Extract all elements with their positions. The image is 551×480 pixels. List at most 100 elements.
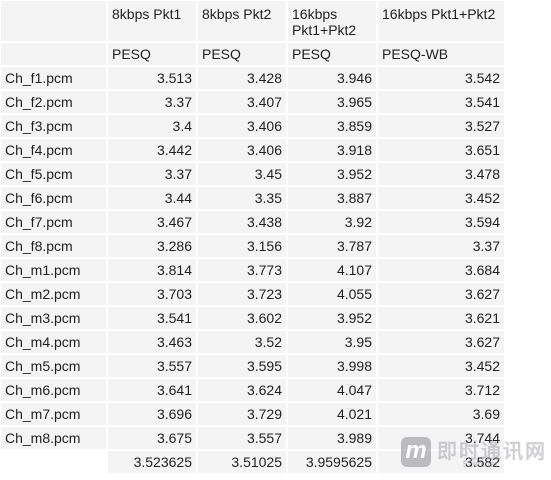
average-cell[interactable]: 3.523625 — [108, 451, 196, 473]
value-cell[interactable]: 3.428 — [198, 67, 286, 89]
row-label-cell[interactable]: Ch_m1.pcm — [1, 259, 106, 281]
value-cell[interactable]: 3.712 — [378, 379, 504, 401]
value-cell[interactable]: 3.541 — [108, 307, 196, 329]
value-cell[interactable]: 3.467 — [108, 211, 196, 233]
value-cell[interactable]: 3.442 — [108, 139, 196, 161]
value-cell[interactable]: 3.952 — [288, 163, 376, 185]
value-cell[interactable]: 3.998 — [288, 355, 376, 377]
value-cell[interactable]: 3.627 — [378, 283, 504, 305]
header-cell-corner[interactable] — [1, 1, 106, 41]
row-label-cell[interactable]: Ch_f5.pcm — [1, 163, 106, 185]
value-cell[interactable]: 3.859 — [288, 115, 376, 137]
value-cell[interactable]: 3.989 — [288, 427, 376, 449]
header-cell-8kbps-pkt2[interactable]: 8kbps Pkt2 — [198, 1, 286, 41]
row-label-cell[interactable]: Ch_f8.pcm — [1, 235, 106, 257]
value-cell[interactable]: 3.594 — [378, 211, 504, 233]
value-cell[interactable]: 3.595 — [198, 355, 286, 377]
row-label-cell[interactable]: Ch_f7.pcm — [1, 211, 106, 233]
value-cell[interactable]: 3.624 — [198, 379, 286, 401]
row-label-cell[interactable]: Ch_m5.pcm — [1, 355, 106, 377]
value-cell[interactable]: 3.52 — [198, 331, 286, 353]
row-label-cell[interactable]: Ch_m7.pcm — [1, 403, 106, 425]
table-row: Ch_f6.pcm 3.44 3.35 3.887 3.452 — [1, 187, 504, 209]
value-cell[interactable]: 3.37 — [108, 91, 196, 113]
value-cell[interactable]: 3.513 — [108, 67, 196, 89]
value-cell[interactable]: 3.92 — [288, 211, 376, 233]
value-cell[interactable]: 3.557 — [198, 427, 286, 449]
value-cell[interactable]: 3.4 — [108, 115, 196, 137]
value-cell[interactable]: 3.651 — [378, 139, 504, 161]
value-cell[interactable]: 3.69 — [378, 403, 504, 425]
row-label-cell[interactable]: Ch_f3.pcm — [1, 115, 106, 137]
value-cell[interactable]: 3.621 — [378, 307, 504, 329]
row-label-cell[interactable]: Ch_f2.pcm — [1, 91, 106, 113]
value-cell[interactable]: 3.744 — [378, 427, 504, 449]
value-cell[interactable]: 4.107 — [288, 259, 376, 281]
value-cell[interactable]: 3.541 — [378, 91, 504, 113]
value-cell[interactable]: 3.703 — [108, 283, 196, 305]
value-cell[interactable]: 3.452 — [378, 187, 504, 209]
average-cell[interactable]: 3.9595625 — [288, 451, 376, 473]
value-cell[interactable]: 3.37 — [378, 235, 504, 257]
row-label-cell[interactable]: Ch_m2.pcm — [1, 283, 106, 305]
header-row: 8kbps Pkt1 8kbps Pkt2 16kbps Pkt1+Pkt2 1… — [1, 1, 504, 41]
value-cell[interactable]: 3.406 — [198, 139, 286, 161]
value-cell[interactable]: 3.887 — [288, 187, 376, 209]
row-label-cell[interactable]: Ch_f6.pcm — [1, 187, 106, 209]
value-cell[interactable]: 3.156 — [198, 235, 286, 257]
totals-row: 3.523625 3.51025 3.9595625 3.582 — [1, 451, 504, 473]
header-cell-8kbps-pkt1[interactable]: 8kbps Pkt1 — [108, 1, 196, 41]
value-cell[interactable]: 3.918 — [288, 139, 376, 161]
value-cell[interactable]: 3.952 — [288, 307, 376, 329]
table-row: Ch_f8.pcm 3.286 3.156 3.787 3.37 — [1, 235, 504, 257]
value-cell[interactable]: 3.286 — [108, 235, 196, 257]
value-cell[interactable]: 3.407 — [198, 91, 286, 113]
value-cell[interactable]: 3.627 — [378, 331, 504, 353]
row-label-cell[interactable]: Ch_m8.pcm — [1, 427, 106, 449]
value-cell[interactable]: 4.055 — [288, 283, 376, 305]
value-cell[interactable]: 3.478 — [378, 163, 504, 185]
value-cell[interactable]: 3.814 — [108, 259, 196, 281]
value-cell[interactable]: 3.641 — [108, 379, 196, 401]
value-cell[interactable]: 3.438 — [198, 211, 286, 233]
value-cell[interactable]: 3.44 — [108, 187, 196, 209]
average-cell[interactable]: 3.51025 — [198, 451, 286, 473]
metric-cell[interactable]: PESQ — [108, 43, 196, 65]
row-label-cell[interactable]: Ch_m6.pcm — [1, 379, 106, 401]
row-label-cell[interactable]: Ch_m3.pcm — [1, 307, 106, 329]
value-cell[interactable]: 3.557 — [108, 355, 196, 377]
totals-label-cell[interactable] — [1, 451, 106, 473]
value-cell[interactable]: 3.946 — [288, 67, 376, 89]
row-label-cell[interactable]: Ch_m4.pcm — [1, 331, 106, 353]
value-cell[interactable]: 3.37 — [108, 163, 196, 185]
value-cell[interactable]: 3.723 — [198, 283, 286, 305]
value-cell[interactable]: 3.696 — [108, 403, 196, 425]
row-label-cell[interactable]: Ch_f1.pcm — [1, 67, 106, 89]
value-cell[interactable]: 3.45 — [198, 163, 286, 185]
metric-cell[interactable]: PESQ — [288, 43, 376, 65]
value-cell[interactable]: 3.773 — [198, 259, 286, 281]
value-cell[interactable]: 3.527 — [378, 115, 504, 137]
value-cell[interactable]: 3.602 — [198, 307, 286, 329]
header-cell-16kbps-pkt1-pkt2[interactable]: 16kbps Pkt1+Pkt2 — [288, 1, 376, 41]
value-cell[interactable]: 3.542 — [378, 67, 504, 89]
value-cell[interactable]: 3.965 — [288, 91, 376, 113]
metric-cell-corner[interactable] — [1, 43, 106, 65]
value-cell[interactable]: 3.729 — [198, 403, 286, 425]
value-cell[interactable]: 3.463 — [108, 331, 196, 353]
value-cell[interactable]: 3.406 — [198, 115, 286, 137]
header-cell-16kbps-pkt1-pkt2-wb[interactable]: 16kbps Pkt1+Pkt2 — [378, 1, 504, 41]
average-cell[interactable]: 3.582 — [378, 451, 504, 473]
metric-cell[interactable]: PESQ-WB — [378, 43, 504, 65]
row-label-cell[interactable]: Ch_f4.pcm — [1, 139, 106, 161]
value-cell[interactable]: 3.95 — [288, 331, 376, 353]
table-row: Ch_m7.pcm 3.696 3.729 4.021 3.69 — [1, 403, 504, 425]
value-cell[interactable]: 3.452 — [378, 355, 504, 377]
metric-cell[interactable]: PESQ — [198, 43, 286, 65]
value-cell[interactable]: 3.675 — [108, 427, 196, 449]
value-cell[interactable]: 4.047 — [288, 379, 376, 401]
value-cell[interactable]: 4.021 — [288, 403, 376, 425]
value-cell[interactable]: 3.684 — [378, 259, 504, 281]
value-cell[interactable]: 3.787 — [288, 235, 376, 257]
value-cell[interactable]: 3.35 — [198, 187, 286, 209]
